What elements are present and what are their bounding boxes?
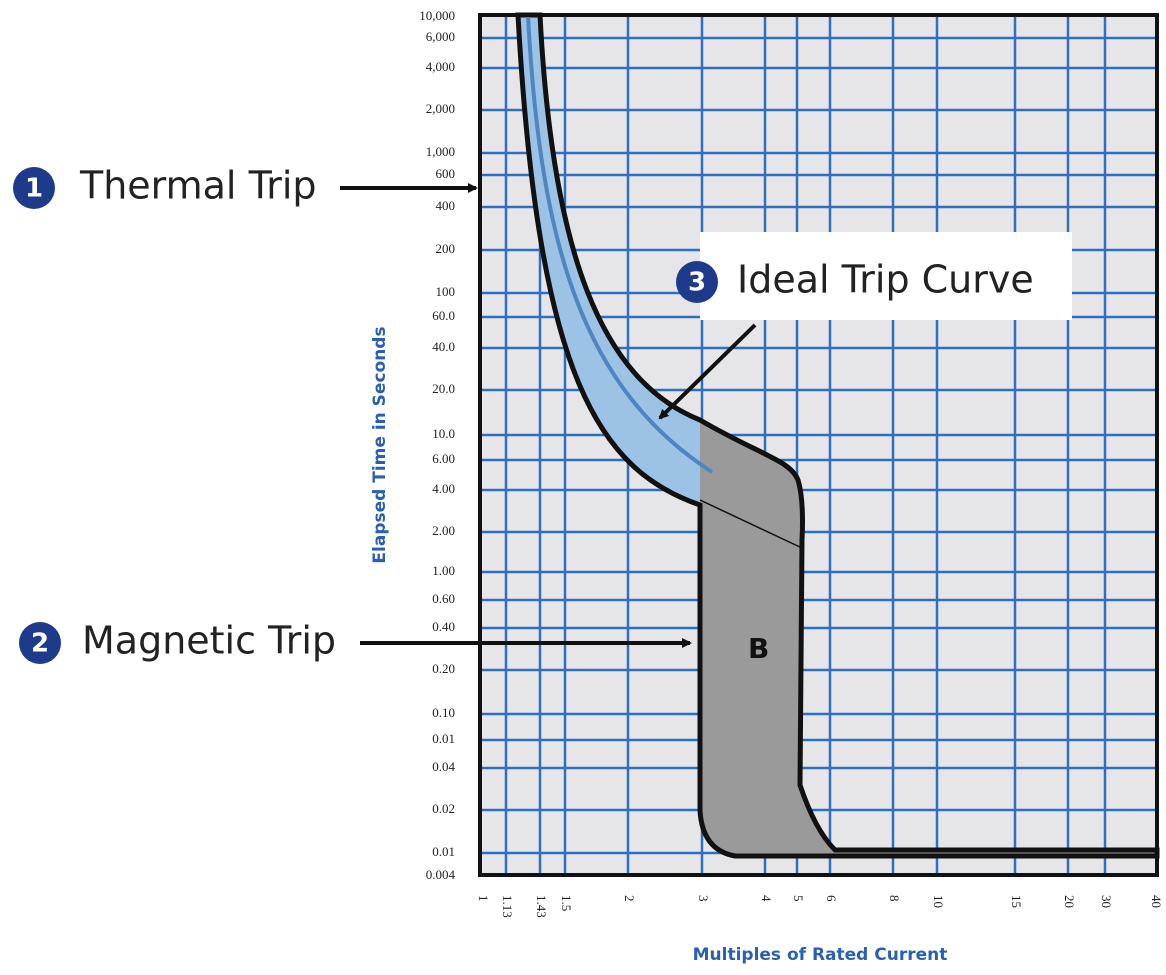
- y-tick-label: 0.02: [432, 801, 455, 816]
- callout-badge: [13, 167, 55, 209]
- ideal-curve: [526, 14, 714, 474]
- y-tick-label: 0.01: [432, 844, 455, 859]
- y-tick-label: 6.00: [432, 451, 455, 466]
- y-tick-label: 1.00: [432, 563, 455, 578]
- y-tick-label: 40.0: [432, 339, 455, 354]
- y-tick-label: 0.10: [432, 705, 455, 720]
- callout-label: Ideal Trip Curve: [737, 258, 1034, 302]
- callout-badge: [19, 622, 61, 664]
- callout-label: Thermal Trip: [79, 164, 317, 208]
- y-tick-label: 20.0: [432, 381, 455, 396]
- callout-badge: [676, 261, 718, 303]
- y-tick-label: 60.0: [432, 308, 455, 323]
- callout-number: 2: [31, 629, 49, 659]
- x-tick-label: 1.5: [559, 895, 574, 911]
- y-tick-label: 0.20: [432, 661, 455, 676]
- x-tick-label: 40: [1149, 895, 1164, 908]
- x-tick-label: 10: [931, 895, 946, 908]
- curve-label: B: [748, 632, 769, 665]
- x-tick-label: 1.13: [500, 895, 515, 918]
- x-tick-label: 1: [476, 895, 491, 902]
- x-tick-label: 30: [1099, 895, 1114, 908]
- y-tick-label: 10,000: [419, 8, 455, 23]
- callout-number: 1: [25, 174, 43, 204]
- y-tick-label: 2.00: [432, 523, 455, 538]
- y-tick-label: 400: [436, 198, 456, 213]
- y-tick-label: 0.40: [432, 619, 455, 634]
- x-tick-label: 4: [759, 895, 774, 902]
- y-tick-label: 2,000: [426, 101, 455, 116]
- y-tick-label: 1,000: [426, 144, 455, 159]
- x-tick-label: 6: [824, 895, 839, 902]
- x-tick-label: 2: [622, 895, 637, 902]
- x-tick-label: 15: [1009, 895, 1024, 908]
- band-outline: [515, 12, 1160, 859]
- callout-box: [700, 232, 1072, 320]
- y-tick-label: 4,000: [426, 59, 455, 74]
- y-tick-label: 0.04: [432, 759, 455, 774]
- magnetic-band: [700, 420, 1157, 856]
- plot-background: [480, 15, 1157, 875]
- y-tick-label: 6,000: [426, 29, 455, 44]
- y-tick-label: 0.004: [426, 867, 456, 882]
- y-tick-label: 10.0: [432, 426, 455, 441]
- arrow: [658, 323, 757, 420]
- callout-number: 3: [688, 268, 706, 298]
- y-axis-title: Elapsed Time in Seconds: [370, 326, 390, 563]
- x-tick-label: 8: [887, 895, 902, 902]
- callout-label: Magnetic Trip: [82, 619, 336, 663]
- x-tick-label: 20: [1062, 895, 1077, 908]
- boundary-line: [699, 499, 803, 549]
- y-tick-label: 0.60: [432, 591, 455, 606]
- x-axis-title: Multiples of Rated Current: [693, 945, 948, 965]
- y-tick-label: 200: [436, 241, 456, 256]
- x-tick-label: 5: [791, 895, 806, 902]
- y-tick-label: 4.00: [432, 481, 455, 496]
- plot-frame: [478, 13, 1159, 877]
- x-tick-label: 3: [696, 895, 711, 902]
- y-tick-label: 0.01: [432, 731, 455, 746]
- y-tick-label: 100: [436, 284, 456, 299]
- y-tick-label: 600: [436, 166, 456, 181]
- x-tick-label: 1.43: [534, 895, 549, 918]
- trip-region: [515, 12, 1160, 859]
